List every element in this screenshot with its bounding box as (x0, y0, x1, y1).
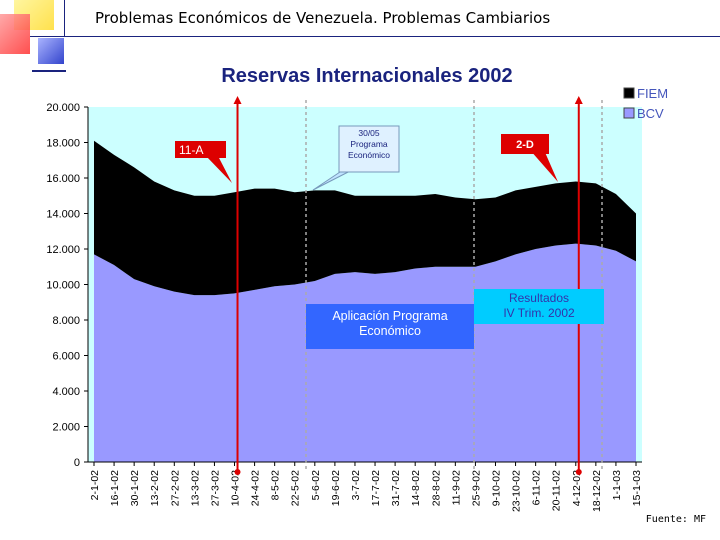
x-tick-label: 19-6-02 (330, 470, 342, 506)
annotations: 11-A 2-D 30/05 Programa Económico Aplicación … (175, 96, 604, 475)
x-tick-label: 28-8-02 (430, 470, 442, 506)
x-tick-label: 15-1-03 (631, 470, 643, 506)
y-tick-label: 10.000 (46, 280, 80, 292)
x-tick-label: 9-10-02 (490, 470, 502, 506)
legend-label-bcv: BCV (637, 106, 664, 121)
legend-swatch-bcv (623, 107, 635, 119)
x-tick-label: 6-11-02 (531, 470, 543, 506)
x-tick-label: 4-12-02 (571, 470, 583, 506)
legend-swatch-fiem (623, 87, 635, 99)
x-tick-label: 31-7-02 (390, 470, 402, 506)
decorative-divider (32, 70, 66, 72)
x-tick-label: 3-7-02 (350, 470, 362, 501)
x-tick-label: 23-10-02 (511, 470, 523, 512)
x-tick-label: 5-6-02 (310, 470, 322, 501)
x-tick-label: 25-9-02 (470, 470, 482, 506)
arrow-icon (574, 96, 583, 104)
x-tick-label: 13-3-02 (189, 470, 201, 506)
x-axis: 2-1-02 16-1-02 30-1-02 13-2-02 27-2-02 13-3-0… (88, 461, 643, 512)
x-tick-label: 10-4-02 (230, 470, 242, 506)
y-axis: 0 2.000 4.000 6.000 8.000 10.000 12.000 14.000 1… (46, 102, 89, 469)
callout-pointer (530, 150, 558, 182)
series-fiem-area (94, 140, 636, 296)
y-tick-label: 2.000 (52, 422, 80, 434)
x-tick-label: 20-11-02 (551, 470, 563, 511)
y-tick-label: 14.000 (46, 209, 80, 221)
x-tick-label: 16-1-02 (109, 470, 121, 506)
x-tick-label: 13-2-02 (149, 470, 161, 506)
decorative-red-square (0, 14, 30, 54)
annotation-resultados: Resultados IV Trim. 2002 (503, 291, 575, 320)
legend: FIEM BCV (623, 86, 668, 121)
source-note: Fuente: MF (645, 514, 706, 525)
header-divider (30, 36, 720, 37)
annotation-box-resultados (474, 289, 604, 324)
y-tick-label: 16.000 (46, 173, 80, 185)
annotation-box-aplicacion (306, 304, 474, 349)
x-tick-label: 27-3-02 (209, 470, 221, 506)
x-tick-label: 18-12-02 (591, 470, 603, 512)
legend-label-fiem: FIEM (637, 86, 668, 101)
decorative-blue-square (38, 38, 64, 64)
arrow-icon (233, 96, 242, 104)
annotation-programa: 30/05 Programa Económico (348, 128, 390, 160)
annotation-aplicacion: Aplicación Programa Económico (332, 309, 447, 338)
x-tick-label: 1-1-03 (611, 470, 623, 501)
x-tick-label: 24-4-02 (250, 470, 262, 506)
event-dot (234, 469, 241, 475)
x-tick-label: 22-5-02 (290, 470, 302, 506)
y-tick-label: 8.000 (52, 315, 80, 327)
x-tick-label: 11-9-02 (450, 470, 462, 506)
y-tick-label: 4.000 (52, 386, 80, 398)
x-tick-label: 14-8-02 (410, 470, 422, 506)
annotation-box-programa (338, 125, 400, 173)
event-dot (575, 469, 582, 475)
x-tick-label: 27-2-02 (169, 470, 181, 506)
x-tick-label: 17-7-02 (370, 470, 382, 506)
x-tick-label: 30-1-02 (129, 470, 141, 506)
y-tick-label: 18.000 (46, 138, 80, 150)
x-tick-label: 2-1-02 (89, 470, 101, 501)
annotation-box-11a (175, 141, 226, 158)
annotation-11a: 11-A (179, 143, 203, 157)
chart-title: Reservas Internacionales 2002 (221, 65, 512, 87)
y-tick-label: 6.000 (52, 351, 80, 363)
y-tick-label: 20.000 (46, 102, 80, 114)
y-tick-label: 12.000 (46, 244, 80, 256)
decorative-divider (64, 0, 65, 36)
annotation-2d: 2-D (516, 139, 534, 151)
annotation-box-2d (501, 134, 549, 154)
x-tick-label: 8-5-02 (270, 470, 282, 501)
callout-pointer (206, 156, 232, 183)
y-tick-label: 0 (74, 457, 80, 469)
slide-header: Problemas Económicos de Venezuela. Probl… (95, 9, 551, 27)
